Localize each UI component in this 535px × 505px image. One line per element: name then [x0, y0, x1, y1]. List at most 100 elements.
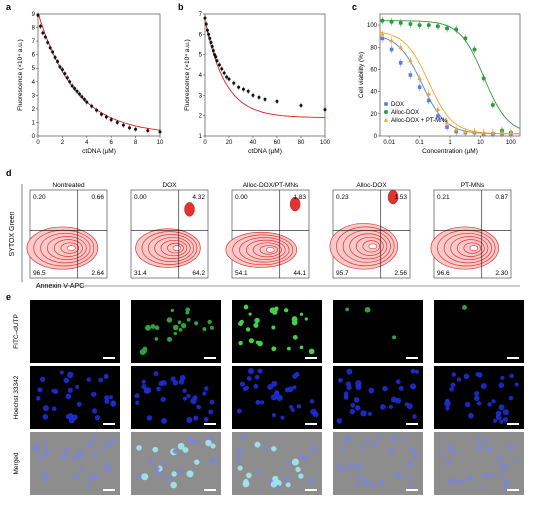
merged-cell — [170, 481, 177, 489]
merged-cell — [451, 477, 458, 484]
merged-cell — [152, 446, 159, 453]
data-point — [211, 49, 215, 53]
panel-letter-b: b — [178, 2, 184, 12]
data-point — [323, 108, 327, 112]
blue-nucleus — [182, 388, 187, 393]
contour-line — [53, 239, 83, 257]
x-tick-label: 100 — [506, 140, 517, 146]
quadrant-ul-value: 0.20 — [33, 194, 46, 201]
x-tick-label: 10 — [477, 140, 484, 146]
contour-line — [463, 242, 482, 254]
green-cell — [207, 319, 212, 325]
blue-nucleus — [404, 402, 409, 407]
merged-cell — [270, 481, 278, 488]
green-cell — [257, 340, 263, 347]
data-point — [46, 40, 50, 44]
blue-nucleus — [367, 411, 373, 417]
merged-cell — [336, 463, 344, 471]
contour-line — [450, 236, 489, 261]
merged-cell — [407, 475, 413, 481]
blue-nucleus — [192, 395, 198, 401]
blue-nucleus — [67, 387, 73, 393]
data-point — [389, 19, 394, 24]
merged-cell — [72, 474, 79, 481]
merged-cell — [210, 443, 216, 449]
x-axis-label: ctDNA (µM) — [82, 148, 116, 155]
blue-nucleus — [141, 379, 146, 384]
data-point — [121, 123, 125, 127]
merged-cell — [193, 439, 199, 445]
blue-nucleus — [274, 390, 280, 397]
merged-cell — [63, 447, 71, 454]
merged-cell — [43, 440, 49, 446]
merged-cell — [298, 473, 304, 479]
contour-line — [456, 239, 485, 257]
quadrant-lr-value: 44.1 — [293, 270, 306, 277]
data-point — [389, 47, 394, 52]
x-tick-label: 4 — [85, 140, 89, 146]
blue-nucleus — [91, 391, 97, 397]
blue-nucleus — [75, 385, 80, 390]
contour-core — [67, 245, 76, 251]
merged-cell — [86, 481, 92, 488]
green-cell — [144, 324, 151, 331]
green-cell — [172, 324, 179, 331]
contour-line — [154, 237, 191, 260]
scale-bar — [507, 357, 519, 359]
green-cell — [185, 310, 190, 315]
contour-line — [135, 228, 201, 268]
blue-nucleus — [473, 395, 480, 402]
blue-nucleus — [503, 417, 509, 423]
plot-frame — [204, 13, 326, 137]
y-axis-label: Fluorescence (×10⁴ a.u.) — [17, 39, 24, 111]
merged-cell — [272, 475, 279, 482]
data-point — [481, 76, 486, 81]
green-cell — [202, 327, 207, 331]
x-tick-label: 80 — [298, 140, 305, 146]
scale-bar — [406, 357, 418, 359]
merged-cell — [478, 483, 484, 490]
merged-cell — [402, 436, 408, 442]
green-cell — [284, 308, 289, 313]
blue-nucleus — [336, 418, 343, 424]
blue-nucleus — [360, 410, 367, 417]
merged-cell — [165, 476, 172, 482]
blue-nucleus — [37, 387, 43, 393]
merged-cell — [359, 445, 365, 450]
blue-nucleus — [65, 413, 72, 420]
blue-nucleus — [487, 402, 492, 407]
blue-nucleus — [144, 387, 152, 394]
merged-cell — [341, 445, 348, 451]
merged-cell — [286, 460, 292, 467]
green-cell — [142, 349, 147, 354]
data-point — [95, 108, 99, 112]
contour-line — [355, 236, 384, 256]
quadrant-ur-value: 0.87 — [495, 194, 508, 201]
data-point — [38, 24, 42, 28]
flow-panel-4: PT-MNs 0.21 0.87 96.6 2.30 — [430, 182, 512, 279]
merged-cell — [72, 454, 80, 462]
merged-cell — [43, 475, 50, 482]
data-point — [214, 55, 218, 59]
scale-bar — [103, 489, 115, 491]
data-point — [435, 24, 440, 29]
contour-core — [368, 243, 378, 250]
merged-cell — [364, 438, 371, 445]
merged-cell — [186, 470, 194, 478]
merged-cell — [438, 451, 445, 457]
data-point — [436, 114, 440, 118]
contour-line — [239, 237, 290, 263]
merged-cell — [389, 434, 397, 442]
merged-cell — [78, 466, 85, 473]
data-point — [380, 18, 385, 23]
merged-cell — [108, 437, 116, 445]
y-tick-label: 7 — [199, 12, 203, 18]
blue-nucleus — [412, 414, 417, 419]
data-point — [237, 85, 241, 89]
data-point — [48, 46, 52, 50]
y-tick-label: 2 — [32, 107, 36, 113]
blue-nucleus — [382, 385, 388, 392]
panel-letter-d: d — [6, 168, 12, 178]
merged-cell — [388, 447, 396, 455]
data-point — [220, 67, 224, 71]
